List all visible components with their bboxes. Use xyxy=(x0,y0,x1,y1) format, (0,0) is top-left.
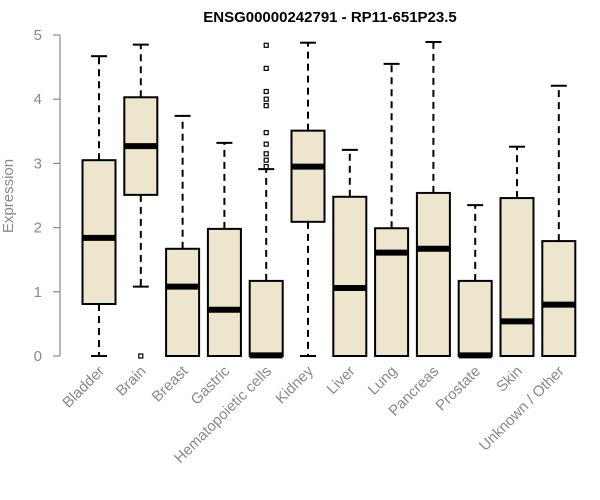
box-10 xyxy=(499,145,535,357)
box-4 xyxy=(248,42,284,359)
x-tick-label: Brain xyxy=(113,363,150,400)
y-axis-label: Expression xyxy=(0,159,17,233)
box-body xyxy=(374,227,410,358)
y-tick-label: 2 xyxy=(34,220,42,237)
box-body xyxy=(206,227,242,357)
outlier-point xyxy=(263,65,269,71)
outlier-point xyxy=(263,103,269,109)
outlier-point xyxy=(263,96,269,102)
y-tick-label: 0 xyxy=(34,348,42,365)
box-0 xyxy=(81,55,117,357)
chart-title: ENSG00000242791 - RP11-651P23.5 xyxy=(203,9,457,26)
box-1 xyxy=(123,43,159,359)
x-tick-label: Breast xyxy=(149,362,192,405)
outlier-point xyxy=(263,129,269,136)
box-2 xyxy=(165,114,201,357)
box-body xyxy=(541,240,577,357)
box-body xyxy=(457,279,493,357)
box-7 xyxy=(374,62,410,358)
outlier-point xyxy=(138,353,144,359)
outlier-point xyxy=(263,141,269,147)
y-tick-label: 4 xyxy=(34,91,42,108)
box-body xyxy=(165,247,201,357)
box-body xyxy=(415,191,451,357)
x-tick-label: Bladder xyxy=(59,363,108,412)
box-8 xyxy=(415,41,451,357)
box-body xyxy=(332,195,368,357)
y-tick-label: 1 xyxy=(34,284,42,301)
x-tick-label: Kidney xyxy=(272,362,317,407)
y-tick-label: 5 xyxy=(34,27,42,44)
x-tick-label: Prostate xyxy=(432,363,484,415)
outlier-point xyxy=(263,42,269,48)
box-3 xyxy=(206,141,242,357)
outlier-point xyxy=(263,88,269,95)
box-body xyxy=(499,197,535,357)
outlier-point xyxy=(263,157,269,163)
box-body xyxy=(81,159,117,305)
box-5 xyxy=(290,41,326,357)
x-tick-label: Liver xyxy=(324,363,359,398)
x-tick-label: Skin xyxy=(493,363,526,396)
y-axis: 0 1 2 3 4 5 xyxy=(34,27,61,365)
x-tick-label: Lung xyxy=(365,363,401,399)
box-11 xyxy=(541,84,577,357)
outlier-point xyxy=(263,151,269,157)
y-tick-label: 3 xyxy=(34,155,42,172)
box-body xyxy=(290,129,326,223)
box-6 xyxy=(332,148,368,357)
box-9 xyxy=(457,204,493,359)
box-body xyxy=(248,279,284,357)
plot-area xyxy=(81,41,577,359)
outlier-point xyxy=(263,164,269,170)
